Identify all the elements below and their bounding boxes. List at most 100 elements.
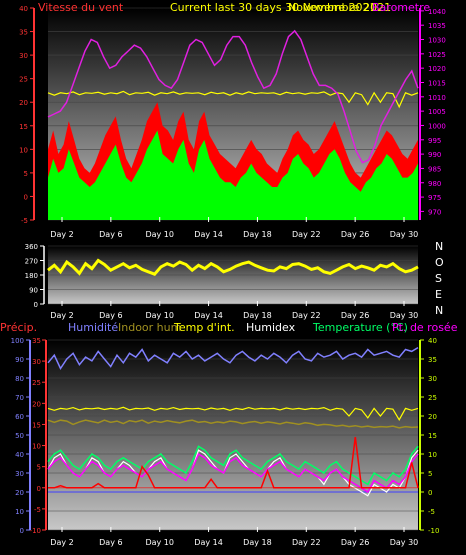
panel2-x-tick-label: Day 30	[390, 311, 419, 320]
panel3-precip-tick-label: 0	[37, 485, 41, 493]
panel3-humidity-tick-label: 90	[15, 356, 24, 364]
wind-direction-line	[47, 258, 419, 276]
dewpoint-line	[47, 452, 419, 494]
indoor-hum-label: Indoor hum	[118, 321, 181, 334]
humidity-line	[47, 346, 419, 371]
panel1-x-tick-label: Day 6	[99, 230, 122, 239]
panel1-left-tick-label: -5	[21, 217, 28, 225]
panel3-right-tick-label: 5	[428, 470, 432, 478]
panel3-precip-tick-label: 30	[32, 358, 41, 366]
panel3-precip-tick-label: 20	[32, 400, 41, 408]
month-label: Novembre 2021	[288, 1, 376, 14]
panel1-left-tick-label: 35	[19, 29, 28, 37]
panel3-x-tick-label: Day 26	[341, 538, 370, 547]
panel3-precip-tick-label: -10	[30, 527, 41, 535]
panel3-right-tick-label: 20	[428, 413, 437, 421]
panel3-x-tick-label: Day 30	[390, 538, 419, 547]
panel1-x-tick-label: Day 14	[194, 230, 223, 239]
panel1-left-tick-label: 10	[19, 146, 28, 154]
panel3-precip-tick-label: 10	[32, 443, 41, 451]
panel2-left-tick-label: 360	[25, 243, 38, 251]
current-period-label: Current last 30 days 30 Novembre 2021	[170, 1, 391, 14]
panel3-humidity-tick-label: 70	[15, 394, 24, 402]
panel3-right-tick-label: 10	[428, 451, 437, 459]
panel1-right-tick-label: 980	[428, 180, 441, 188]
panel1-left-tick-label: 40	[19, 5, 28, 13]
panel1-left-tick-label: 20	[19, 99, 28, 107]
panel3-precip-tick-label: 35	[32, 337, 41, 345]
panel3-right-tick-label: 40	[428, 337, 437, 345]
wind-speed-label: Vitesse du vent	[38, 1, 124, 14]
panel1-right-tick-label: 985	[428, 165, 441, 173]
panel1-right-tick-label: 1035	[428, 22, 446, 30]
humidex-label: Humidex	[246, 321, 296, 334]
panel1-x-tick-label: Day 18	[243, 230, 272, 239]
direction-letter-n-bottom: N	[435, 304, 443, 317]
panel2-x-tick-label: Day 6	[99, 311, 122, 320]
temperature-line	[47, 445, 419, 486]
panel1-x-tick-label: Day 30	[390, 230, 419, 239]
panel3-series	[47, 346, 419, 497]
indoor-humidity-line	[47, 419, 419, 429]
panel2-x-tick-label: Day 10	[145, 311, 174, 320]
wind-average-area	[48, 130, 418, 220]
barometer-line	[47, 29, 419, 164]
panel1-x-tick-label: Day 10	[145, 230, 174, 239]
indoor-temp-label: Temp d'int.	[173, 321, 235, 334]
panel1-left-tick-label: 5	[24, 170, 28, 178]
panel1-right-tick-label: 1015	[428, 79, 446, 87]
panel1-series	[47, 29, 419, 220]
panel3-x-tick-label: Day 6	[99, 538, 122, 547]
panel3-right-tick-label: 0	[428, 489, 432, 497]
panel2-x-tick-label: Day 22	[292, 311, 321, 320]
panel3-x-tick-label: Day 2	[50, 538, 73, 547]
panel1-right-tick-label: 1000	[428, 122, 446, 130]
panel1-x-tick-label: Day 26	[341, 230, 370, 239]
panel2-left-tick-label: 90	[29, 287, 38, 295]
axes: -505101520253035409709759809859909951000…	[11, 5, 446, 547]
panel3-x-tick-label: Day 10	[145, 538, 174, 547]
panel3-precip-tick-label: 25	[32, 379, 41, 387]
panel3-humidity-tick-label: 80	[15, 375, 24, 383]
panel1-right-tick-label: 1020	[428, 65, 446, 73]
panel3-humidity-tick-label: 20	[15, 489, 24, 497]
panel1-right-tick-label: 1010	[428, 94, 446, 102]
panel3-right-tick-label: -5	[428, 508, 435, 516]
panel3-x-tick-label: Day 18	[243, 538, 272, 547]
direction-letter-n-top: N	[435, 240, 443, 253]
panel3-x-tick-label: Day 22	[292, 538, 321, 547]
direction-letter-o: O	[435, 256, 444, 269]
panel1-right-tick-label: 1005	[428, 108, 446, 116]
direction-letter-e: E	[435, 288, 442, 301]
panel3-humidity-tick-label: 40	[15, 451, 24, 459]
panel1-x-tick-label: Day 2	[50, 230, 73, 239]
panel3-humidity-tick-label: 10	[15, 508, 24, 516]
barometer-label: Barometre	[372, 1, 430, 14]
panel2-left-tick-label: 180	[25, 272, 38, 280]
indoor-temp-line-panel3	[47, 406, 419, 422]
panel1-left-tick-label: 25	[19, 76, 28, 84]
panel1-right-tick-label: 1030	[428, 37, 446, 45]
panel1-right-tick-label: 1025	[428, 51, 446, 59]
panel3-humidity-tick-label: 30	[15, 470, 24, 478]
panel2-x-tick-label: Day 14	[194, 311, 223, 320]
panel3-precip-tick-label: -5	[34, 506, 41, 514]
panel1-left-tick-label: 30	[19, 52, 28, 60]
panel3-right-tick-label: 30	[428, 375, 437, 383]
panel2-left-tick-label: 0	[34, 301, 38, 309]
panel3-precip-tick-label: 15	[32, 421, 41, 429]
panel2-x-tick-label: Day 18	[243, 311, 272, 320]
panel1-right-tick-label: 970	[428, 208, 441, 216]
precip-label: Précip.	[0, 321, 37, 334]
panel2-series	[47, 258, 419, 276]
panel1-right-tick-label: 975	[428, 194, 441, 202]
humidity-label: Humidité	[68, 321, 118, 334]
panel3-right-tick-label: 35	[428, 356, 437, 364]
panel3-humidity-tick-label: 50	[15, 432, 24, 440]
panel3-humidity-tick-label: 60	[15, 413, 24, 421]
dewpoint-label: Pt. de rosée	[392, 321, 458, 334]
direction-letter-s: S	[435, 272, 442, 285]
panel1-left-tick-label: 0	[24, 193, 28, 201]
panel3-right-tick-label: 25	[428, 394, 437, 402]
